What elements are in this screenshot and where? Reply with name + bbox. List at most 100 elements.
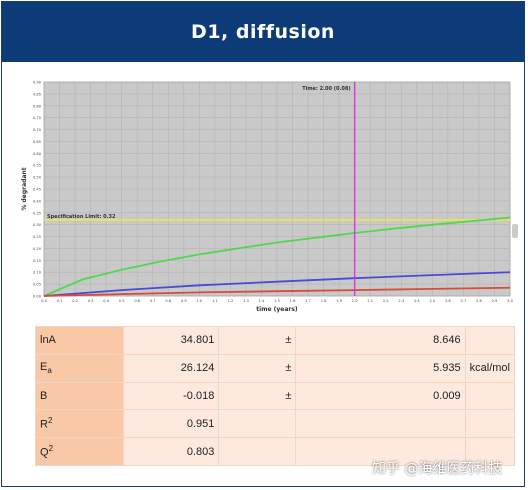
y-tick-label: 0.05 [33,283,41,287]
degradation-chart: 0.00 0.05 0.10 0.15 0.20 0.25 0.30 0.35 0.40 0.45… [16,74,516,320]
x-tick-label: 1.2 [228,299,234,303]
param-unit [464,326,516,355]
x-tick-label: 0.5 [119,299,125,303]
slide-header: D1, diffusion [2,2,524,62]
param-name-main: lnA [40,334,56,347]
y-tick-label: 0.55 [33,164,41,168]
x-tick-label: 2.9 [492,299,498,303]
param-error: 5.935 [295,353,466,383]
x-tick-label: 0.4 [103,299,109,303]
param-name: Q2 [35,437,124,466]
x-tick-label: 1.6 [290,299,296,303]
x-tick-label: 0.1 [57,299,63,303]
x-tick-label: 2.3 [398,299,404,303]
plus-minus [218,437,297,466]
param-unit: kcal/mol [464,353,516,383]
x-tick-label: 2.8 [476,299,482,303]
y-tick-label: 0.20 [33,247,42,251]
x-tick-label: 1.3 [243,299,249,303]
param-value: 34.801 [122,326,220,355]
x-tick-label: 1.9 [336,299,342,303]
watermark-text: 知乎 @海维医药科技 [372,461,503,477]
series-line-1 [43,271,511,297]
parameter-table: lnA 34.801 ±8.646 Ea 26.124 ±5.935 kcal/mol B -0… [35,326,516,466]
table-row: Ea 26.124 ±5.935 kcal/mol [35,353,516,383]
param-name-main: E [40,361,48,374]
x-tick-label: 0.3 [88,299,94,303]
x-tick-label: 0.9 [181,299,187,303]
x-tick-label: 1.4 [259,299,265,303]
x-tick-label: 2.4 [414,299,420,303]
plus-minus: ± [218,381,297,411]
y-tick-label: 0.15 [33,259,41,263]
y-tick-label: 0.75 [33,116,41,120]
y-tick-label: 0.85 [33,92,41,96]
table-row: B -0.018 ±0.009 [35,381,516,411]
param-name-mark: 2 [47,416,53,426]
param-value: 0.803 [122,437,220,466]
param-error [295,409,466,439]
param-name-mark: a [47,366,52,376]
y-tick-label: 0.80 [33,104,42,108]
y-tick-label: 0.30 [33,223,42,227]
y-tick-label: 0.60 [33,152,42,156]
y-tick-label: 0.50 [33,176,42,180]
plus-minus [218,409,297,439]
table-row: lnA 34.801 ±8.646 [35,326,516,355]
x-tick-label: 2.2 [383,299,389,303]
plus-minus: ± [218,326,297,355]
x-tick-label: 2.1 [367,299,373,303]
param-name-mark: 2 [48,444,54,454]
y-tick-label: 0.65 [33,140,41,144]
x-tick-label: 1.0 [196,299,202,303]
table-row: Q2 0.803 [35,437,516,466]
spec-limit-label: Specification Limit: 0.32 [47,214,116,220]
series-line-2 [43,286,511,297]
param-name: lnA [35,326,124,355]
y-tick-label: 0.10 [33,271,42,275]
scrollbar-handle[interactable] [512,224,518,238]
time-marker-label: Time: 2.00 (0.08) [302,86,350,92]
x-tick-label: 0.7 [150,299,156,303]
param-value: -0.018 [122,381,220,411]
x-tick-label: 2.5 [429,299,435,303]
y-axis-label: % degradant [21,167,28,210]
param-error: 8.646 [295,326,466,355]
y-tick-label: 0.45 [33,188,41,192]
x-tick-label: 1.8 [321,299,327,303]
x-tick-label: 2.6 [445,299,451,303]
x-tick-label: 1.5 [274,299,280,303]
param-value: 26.124 [122,353,220,383]
x-axis-label: time (years) [256,306,298,313]
param-unit [464,409,516,439]
param-error: 0.009 [295,381,466,411]
param-name: B [35,381,124,411]
y-tick-label: 0.25 [33,235,41,239]
y-tick-label: 0.40 [33,199,42,203]
chart-svg: 0.00 0.05 0.10 0.15 0.20 0.25 0.30 0.35 0.40 0.45… [21,81,514,314]
param-name-main: Q [40,446,49,459]
x-tick-label: 2.0 [352,299,358,303]
param-name: Ea [35,353,124,383]
slide-title: D1, diffusion [191,21,335,43]
x-tick-label: 1.7 [305,299,311,303]
x-tick-label: 3.0 [507,299,513,303]
x-tick-label: 1.1 [212,299,218,303]
param-unit [464,381,516,411]
param-name-main: B [40,389,48,402]
param-name-main: R [40,419,48,432]
param-error [295,437,466,466]
x-tick-label: 0.6 [134,299,140,303]
x-tick-label: 0.2 [72,299,78,303]
series-line-0 [43,216,511,297]
param-value: 0.951 [122,409,220,439]
table-row: R2 0.951 [35,409,516,439]
param-name: R2 [35,409,124,439]
y-tick-label: 0.35 [33,211,41,215]
x-tick-label: 0.8 [165,299,171,303]
y-tick-label: 0.90 [33,81,42,85]
y-tick-label: 0.70 [33,128,42,132]
plus-minus: ± [218,353,297,383]
param-unit [464,437,516,466]
